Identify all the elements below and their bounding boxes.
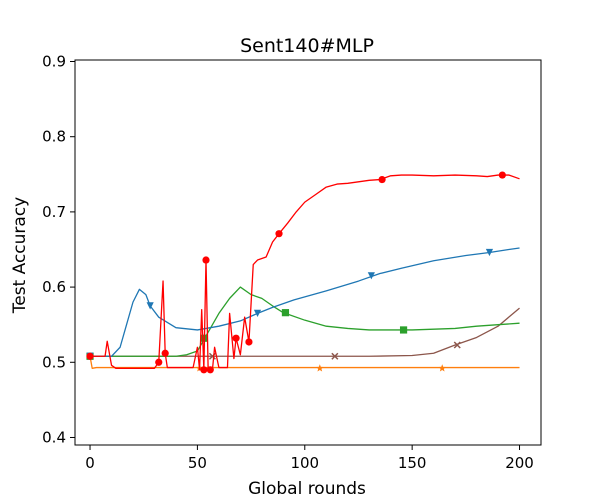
y-tick-label: 0.9 bbox=[42, 53, 66, 71]
data-point bbox=[275, 230, 283, 238]
data-point bbox=[331, 352, 339, 360]
data-point bbox=[245, 338, 253, 346]
series-line bbox=[90, 247, 520, 357]
x-tick-label: 200 bbox=[505, 454, 534, 472]
y-tick-label: 0.8 bbox=[42, 128, 66, 146]
data-point bbox=[202, 256, 210, 264]
data-point bbox=[485, 248, 494, 257]
x-axis-ticks: 0 50 100 150 200 bbox=[85, 445, 534, 472]
data-point bbox=[253, 309, 262, 318]
data-point bbox=[281, 309, 290, 317]
y-tick-label: 0.4 bbox=[42, 428, 66, 446]
series-line bbox=[90, 174, 520, 371]
y-tick-label: 0.6 bbox=[42, 278, 66, 296]
data-point bbox=[438, 364, 447, 372]
data-point bbox=[367, 272, 375, 280]
data-point bbox=[161, 349, 169, 357]
x-tick-label: 150 bbox=[398, 454, 427, 472]
data-point bbox=[453, 341, 461, 349]
data-point bbox=[399, 326, 408, 334]
data-point bbox=[155, 358, 163, 366]
data-point bbox=[498, 171, 506, 179]
y-axis-label: Test Accuracy bbox=[10, 197, 30, 315]
series-4 bbox=[86, 171, 520, 374]
x-tick-label: 0 bbox=[85, 454, 95, 472]
series-line bbox=[90, 307, 520, 357]
plot-area bbox=[86, 171, 520, 374]
data-point bbox=[378, 175, 386, 184]
x-tick-label: 50 bbox=[188, 454, 207, 472]
data-point bbox=[206, 366, 214, 374]
data-point bbox=[200, 366, 208, 374]
series-3 bbox=[86, 247, 520, 360]
y-tick-label: 0.5 bbox=[42, 353, 66, 371]
x-tick-label: 100 bbox=[290, 454, 319, 472]
y-tick-label: 0.7 bbox=[42, 203, 66, 221]
data-point bbox=[232, 334, 240, 342]
y-axis-ticks: 0.4 0.5 0.6 0.7 0.8 0.9 bbox=[42, 53, 75, 446]
data-point bbox=[86, 352, 94, 360]
data-point bbox=[146, 302, 154, 310]
axes-frame bbox=[74, 59, 542, 446]
chart-title: Sent140#MLP bbox=[240, 35, 374, 57]
x-axis-label: Global rounds bbox=[248, 479, 366, 499]
data-point bbox=[316, 364, 324, 372]
